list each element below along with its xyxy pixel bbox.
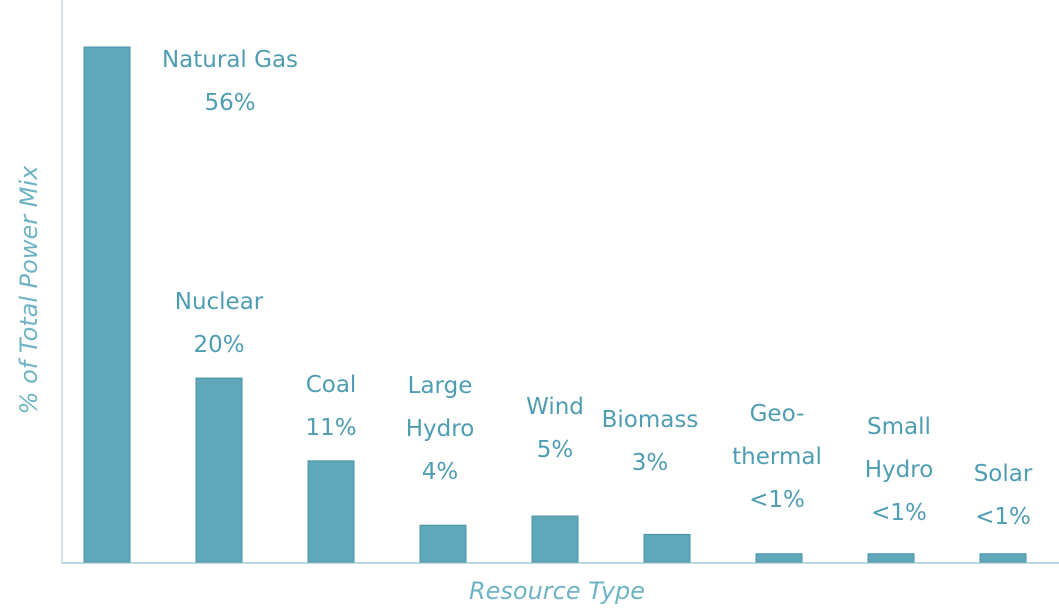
value-label: 11%: [305, 414, 357, 441]
value-label: 20%: [193, 331, 245, 358]
bar: [643, 533, 691, 563]
category-label: Wind: [526, 393, 584, 420]
value-label: <1%: [975, 503, 1031, 530]
value-label: 5%: [536, 436, 574, 463]
bar: [979, 553, 1027, 563]
value-label: <1%: [749, 486, 805, 513]
bar: [531, 515, 579, 563]
value-label: <1%: [871, 499, 927, 526]
bar: [83, 46, 131, 563]
y-axis-title: % of Total Power Mix: [15, 165, 43, 414]
category-label: Natural Gas: [161, 46, 299, 73]
bar: [867, 553, 915, 563]
value-label: 56%: [204, 89, 256, 116]
x-axis-title: Resource Type: [469, 577, 645, 605]
value-label: 4%: [421, 458, 459, 485]
bar: [755, 553, 803, 563]
category-label: Small Hydro: [864, 413, 934, 483]
category-label: Biomass: [601, 406, 699, 433]
category-label: Solar: [973, 460, 1033, 487]
bar: [195, 377, 243, 563]
category-label: Coal: [305, 371, 357, 398]
bar: [307, 460, 355, 563]
category-label: Large Hydro: [405, 372, 475, 442]
bar: [419, 524, 467, 563]
category-label: Geo- thermal: [732, 400, 822, 470]
category-label: Nuclear: [174, 288, 264, 315]
value-label: 3%: [631, 449, 669, 476]
